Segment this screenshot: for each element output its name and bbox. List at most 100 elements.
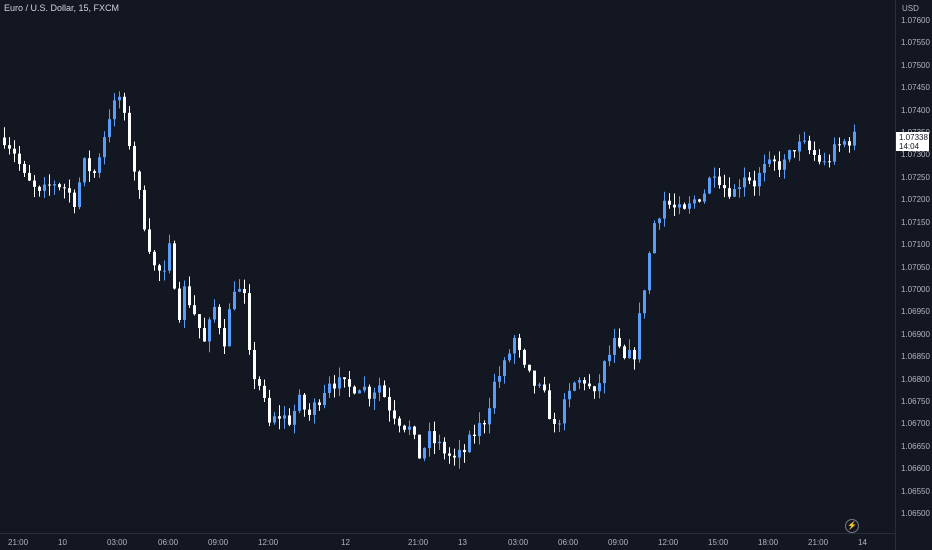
candle-down — [838, 144, 841, 146]
candle-down — [683, 204, 686, 209]
candle-up — [298, 394, 301, 411]
candle-down — [38, 186, 41, 191]
price-tick-label: 1.06500 — [901, 509, 930, 518]
candle-up — [823, 161, 826, 163]
candle-down — [128, 112, 131, 147]
time-tick-label: 13 — [458, 538, 467, 547]
candle-up — [598, 383, 601, 392]
price-tick-label: 1.06650 — [901, 441, 930, 451]
candle-down — [138, 171, 141, 190]
candle-up — [758, 172, 761, 187]
candle-down — [398, 418, 401, 426]
candle-up — [788, 150, 791, 160]
price-tick-label: 1.07250 — [901, 172, 930, 182]
candle-up — [783, 159, 786, 170]
candle-up — [228, 309, 231, 347]
candle-down — [73, 192, 76, 207]
chart-title: Euro / U.S. Dollar, 15, FXCM — [4, 3, 120, 13]
candle-up — [578, 379, 581, 383]
candle-up — [313, 402, 316, 415]
candle-down — [588, 383, 591, 387]
candle-up — [798, 141, 801, 152]
time-tick-label: 09:00 — [608, 538, 629, 547]
candle-up — [613, 337, 616, 355]
candle-down — [63, 187, 66, 189]
price-tick-label: 1.06800 — [901, 374, 930, 384]
candle-up — [638, 313, 641, 360]
candle-up — [763, 163, 766, 173]
candle-up — [53, 184, 56, 186]
price-tick-label: 1.06900 — [901, 329, 930, 339]
price-tick-label: 1.07200 — [901, 195, 930, 205]
candle-down — [248, 293, 251, 350]
price-tick-label: 1.06700 — [901, 419, 930, 429]
candle-up — [458, 449, 461, 458]
candle-down — [448, 453, 451, 456]
candle-up — [558, 423, 561, 425]
candle-down — [543, 384, 546, 391]
candle-down — [153, 251, 156, 266]
candle-up — [118, 96, 121, 101]
candle-down — [148, 229, 151, 252]
candle-down — [453, 455, 456, 458]
candle-up — [438, 441, 441, 444]
candle-up — [328, 383, 331, 393]
time-tick-label: 03:00 — [508, 538, 529, 547]
candle-down — [483, 423, 486, 425]
candle-up — [468, 434, 471, 453]
candle-up — [843, 141, 846, 145]
candle-down — [828, 161, 831, 163]
price-tick-label: 1.07100 — [901, 240, 930, 250]
candle-down — [463, 449, 466, 453]
candle-up — [498, 375, 501, 382]
candle-down — [28, 172, 31, 181]
candle-down — [173, 243, 176, 289]
candle-down — [793, 150, 796, 152]
candle-down — [633, 349, 636, 360]
candle-up — [423, 448, 426, 459]
candle-down — [193, 305, 196, 315]
candle-down — [308, 409, 311, 415]
candle-down — [268, 397, 271, 423]
candle-up — [693, 199, 696, 204]
time-axis-border — [0, 533, 895, 534]
candle-down — [318, 402, 321, 406]
candle-up — [513, 337, 516, 354]
last-price-tag: 1.07338 14:04 — [896, 132, 929, 151]
candle-down — [143, 189, 146, 230]
candle-down — [133, 146, 136, 172]
candle-up — [663, 200, 666, 219]
price-tick-label: 1.06550 — [901, 486, 930, 496]
time-tick-label: 14 — [858, 538, 867, 547]
candle-down — [68, 188, 71, 193]
candle-down — [623, 346, 626, 359]
time-tick-label: 12:00 — [258, 538, 279, 547]
price-tick-label: 1.07450 — [901, 83, 930, 93]
candle-up — [78, 182, 81, 207]
candle-up — [743, 177, 746, 188]
time-tick-label: 18:00 — [758, 538, 779, 547]
candle-down — [528, 364, 531, 371]
price-tick-label: 1.07600 — [901, 16, 930, 25]
candle-up — [628, 349, 631, 359]
candle-down — [818, 155, 821, 162]
candle-down — [23, 163, 26, 173]
candle-down — [8, 145, 11, 149]
candle-down — [93, 171, 96, 173]
candle-down — [13, 148, 16, 154]
lightning-bolt-icon[interactable]: ⚡ — [845, 519, 859, 533]
candle-up — [283, 415, 286, 419]
bar-countdown: 14:04 — [899, 142, 920, 151]
candle-up — [733, 189, 736, 197]
candle-up — [293, 410, 296, 425]
candle-down — [343, 377, 346, 380]
candle-down — [388, 397, 391, 411]
candle-down — [258, 379, 261, 386]
candle-up — [168, 243, 171, 271]
time-tick-label: 10 — [58, 538, 67, 547]
candle-down — [333, 383, 336, 389]
candle-up — [163, 270, 166, 272]
candle-down — [583, 379, 586, 384]
